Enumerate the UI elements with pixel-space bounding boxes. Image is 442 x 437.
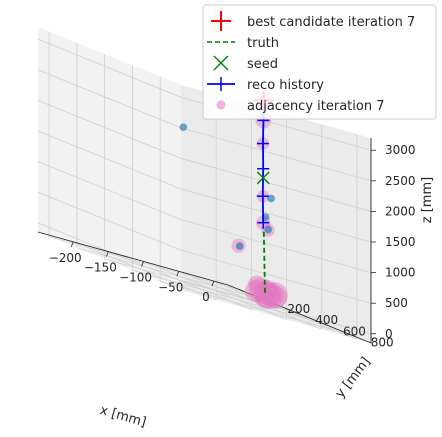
- x-tick-mark: [70, 241, 74, 247]
- legend-label-reco-history: reco history: [247, 78, 324, 93]
- x-tick-label: 0: [202, 290, 210, 304]
- x-tick-mark: [211, 280, 215, 287]
- grid-line-z: [37, 100, 182, 159]
- x-tick-mark: [105, 251, 109, 257]
- grid-line-z: [37, 161, 182, 220]
- grid-lines: [37, 31, 372, 340]
- x-tick-label: −100: [119, 270, 152, 284]
- left-wall-pane: [38, 27, 181, 290]
- legend-marker-seed: [213, 55, 229, 71]
- x-tick-label: −150: [84, 261, 117, 275]
- adjacency-point: [248, 277, 273, 302]
- z-tick-label: 0: [385, 327, 393, 341]
- y-tick-mark: [238, 289, 245, 292]
- z-tick-label: 3000: [385, 143, 416, 157]
- z-tick-label: 1500: [385, 235, 416, 249]
- x-tick-label: −50: [158, 280, 183, 294]
- z-tick-label: 2500: [385, 174, 416, 188]
- hit-point: [179, 123, 188, 132]
- grid-line-z: [180, 127, 372, 182]
- adjacency-point: [255, 283, 281, 309]
- y-axis-label: y [mm]: [333, 355, 374, 402]
- grid-line-z: [37, 69, 182, 129]
- hit-point: [267, 194, 275, 203]
- y-tick-mark: [350, 334, 356, 337]
- z-tick-label: 500: [385, 296, 408, 310]
- grid-line-z: [37, 191, 182, 251]
- grid-line-y: [48, 236, 240, 290]
- adjacency-point: [244, 279, 268, 302]
- legend-marker-best-candidate: [211, 11, 231, 31]
- legend-frame: [202, 4, 437, 120]
- grid-line-y: [76, 247, 267, 302]
- y-tick-mark: [266, 300, 273, 304]
- y-tick-mark: [322, 322, 328, 326]
- adjacency-point: [256, 279, 278, 302]
- adjacency-point: [253, 282, 281, 310]
- adjacency-point: [248, 275, 266, 293]
- x-axis-label: x [mm]: [98, 403, 148, 430]
- y-tick-label: 800: [371, 336, 394, 350]
- truth-line: [262, 231, 266, 296]
- adjacency-point: [261, 282, 288, 309]
- z-axis-label: z [mm]: [420, 177, 435, 223]
- y-tick-label: 400: [315, 313, 338, 327]
- legend-marker-reco-history: [207, 77, 235, 91]
- adjacency-point: [264, 286, 287, 309]
- y-tick-label: 600: [343, 324, 366, 338]
- grid-line-z: [180, 249, 372, 304]
- z-tick-label: 2000: [385, 204, 416, 218]
- grid-line-y: [160, 281, 351, 335]
- x-axis-line: [37, 231, 229, 286]
- legend-label-adjacency: adjacency iteration 7: [247, 99, 384, 114]
- y-tick-mark: [294, 311, 300, 315]
- grid-line-y: [104, 258, 295, 313]
- grid-line-y: [132, 269, 323, 324]
- legend: best candidate iteration 7 truth seed re…: [202, 4, 437, 120]
- grid-line-z: [180, 188, 372, 243]
- x-tick-label: −200: [49, 251, 82, 265]
- x-tick-mark: [176, 271, 180, 277]
- grid-line-z: [180, 280, 372, 335]
- grid-line-z: [180, 219, 372, 274]
- z-tick-label: 1000: [385, 266, 416, 280]
- x-tick-mark: [141, 261, 144, 267]
- y-tick-label: 0: [267, 291, 275, 305]
- hit-point: [235, 242, 244, 250]
- legend-label-seed: seed: [247, 57, 278, 72]
- seed-marker: [256, 171, 270, 185]
- grid-line-z: [37, 38, 182, 98]
- legend-label-truth: truth: [247, 36, 279, 51]
- legend-marker-adjacency: [216, 100, 226, 110]
- y-tick-label: 200: [287, 302, 310, 316]
- tick-labels: −200−150−100−500 020040060080005001000150…: [49, 143, 416, 349]
- grid-line-z: [37, 130, 182, 190]
- back-wall-pane: [181, 85, 371, 343]
- hit-point: [264, 225, 272, 234]
- grid-line-z: [180, 158, 372, 212]
- legend-label-best-candidate: best candidate iteration 7: [247, 15, 415, 30]
